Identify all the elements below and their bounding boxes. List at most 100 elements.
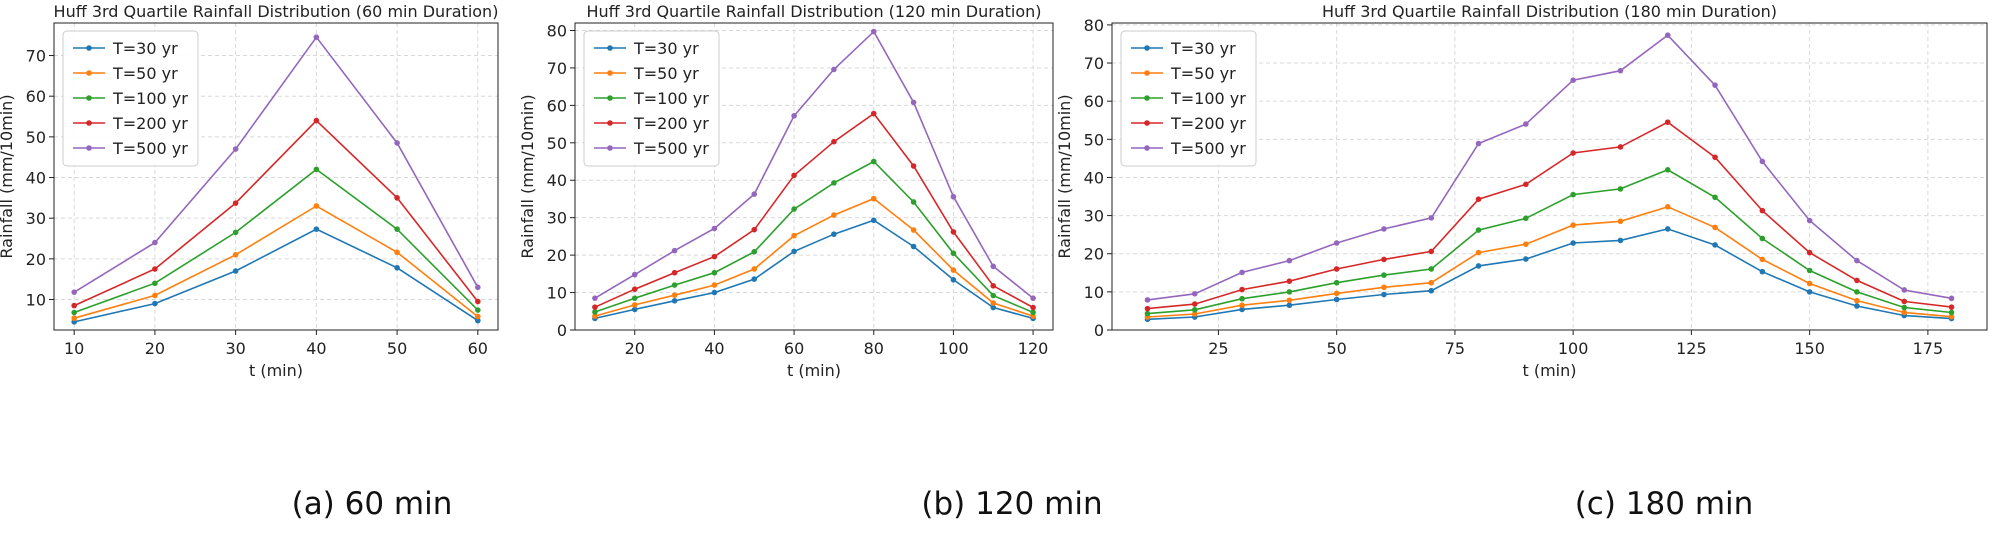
data-point [1664, 204, 1671, 210]
data-point [870, 158, 877, 165]
data-point [1854, 277, 1860, 284]
data-point [950, 193, 957, 200]
x-tick-label: 10 [64, 339, 84, 358]
data-point [950, 267, 957, 273]
data-point [1286, 302, 1293, 309]
data-point [71, 309, 77, 316]
data-point [631, 286, 638, 292]
data-point [1523, 121, 1529, 127]
data-point [71, 315, 77, 322]
data-point [711, 269, 718, 276]
series-line-5 [594, 30, 1034, 299]
data-point [1428, 215, 1435, 221]
legend-marker [86, 145, 92, 151]
data-point [1286, 289, 1293, 295]
data-point [1712, 224, 1718, 231]
data-point [1475, 249, 1482, 256]
data-point [394, 226, 400, 232]
data-point [1428, 287, 1435, 294]
data-point [990, 292, 997, 299]
data-point [791, 113, 797, 119]
x-tick-label: 30 [225, 339, 245, 358]
series-line-3 [1147, 168, 1952, 315]
legend-marker [607, 95, 613, 101]
y-tick-label: 40 [1084, 168, 1104, 187]
data-point [1570, 222, 1576, 228]
legend-label: T=200 yr [1170, 114, 1246, 133]
data-point [631, 306, 638, 313]
data-point [1759, 268, 1766, 275]
legend-marker [607, 120, 613, 126]
data-point [1030, 304, 1036, 311]
data-point [1333, 296, 1340, 303]
data-point [1239, 295, 1245, 302]
data-point [791, 248, 797, 255]
y-tick-label: 70 [1084, 54, 1104, 73]
legend-marker [86, 95, 92, 101]
y-tick-label: 0 [557, 321, 567, 340]
series-line-4 [73, 119, 479, 307]
data-point [1144, 305, 1151, 312]
chart-title: Huff 3rd Quartile Rainfall Distribution … [1322, 2, 1777, 21]
data-point [1712, 82, 1718, 88]
y-tick-label: 40 [26, 169, 46, 188]
legend-label: T=500 yr [1170, 139, 1246, 158]
x-axis-label: t (min) [787, 361, 841, 380]
data-point [394, 264, 400, 271]
legend-marker [1144, 45, 1150, 51]
chart-title: Huff 3rd Quartile Rainfall Distribution … [586, 2, 1041, 21]
data-point [1759, 235, 1766, 242]
x-tick-label: 120 [1018, 339, 1049, 358]
x-tick-label: 80 [864, 339, 884, 358]
data-point [1191, 311, 1198, 317]
y-tick-label: 20 [1084, 245, 1104, 264]
chart-panel-1: 10 20 30 40 50 60 10 20 30 40 50 60 70 Huff 3rd Quart… [0, 2, 499, 380]
legend-label: T=50 yr [112, 64, 178, 83]
data-point [1806, 249, 1813, 256]
data-point [1806, 217, 1813, 224]
y-tick-label: 60 [26, 87, 46, 106]
legend-label: T=30 yr [633, 39, 699, 58]
series-line-2 [594, 197, 1034, 317]
data-point [990, 304, 997, 311]
y-axis-label: Rainfall (mm/10min) [0, 94, 16, 258]
data-point [950, 250, 957, 257]
data-point [475, 317, 481, 324]
legend-box [583, 30, 720, 167]
series-line-4 [594, 112, 1034, 309]
data-point [1759, 207, 1766, 214]
data-point [1523, 241, 1529, 247]
data-point [394, 140, 400, 146]
data-point [152, 266, 158, 272]
y-tick-label: 80 [1084, 16, 1104, 35]
data-point [232, 146, 239, 152]
x-tick-label: 150 [1794, 339, 1825, 358]
data-point [1523, 215, 1529, 222]
data-point [1806, 289, 1813, 295]
data-point [831, 231, 837, 237]
data-point [870, 217, 877, 224]
data-point [1712, 154, 1718, 161]
data-point [1664, 119, 1671, 125]
chart-panel-3: 25 50 75 100 125 150 175 0 10 20 30 40 50 60 70 80 Huff … [1055, 2, 1988, 380]
data-point [671, 292, 678, 298]
caption-a: (a) 60 min [291, 486, 453, 522]
data-point [1901, 304, 1908, 311]
data-point [1523, 181, 1529, 188]
data-point [1286, 278, 1293, 284]
data-point [990, 283, 997, 289]
legend-marker [1144, 70, 1150, 76]
data-point [313, 34, 320, 41]
data-point [1759, 158, 1766, 165]
series-line-1 [74, 228, 479, 323]
y-tick-label: 30 [1084, 207, 1104, 226]
x-tick-label: 40 [704, 339, 724, 358]
x-tick-label: 125 [1676, 339, 1707, 358]
data-point [1854, 289, 1860, 295]
data-point [1475, 140, 1482, 147]
data-point [1239, 286, 1245, 293]
y-tick-label: 10 [547, 284, 567, 303]
x-tick-label: 20 [145, 339, 165, 358]
data-point [1617, 144, 1624, 150]
